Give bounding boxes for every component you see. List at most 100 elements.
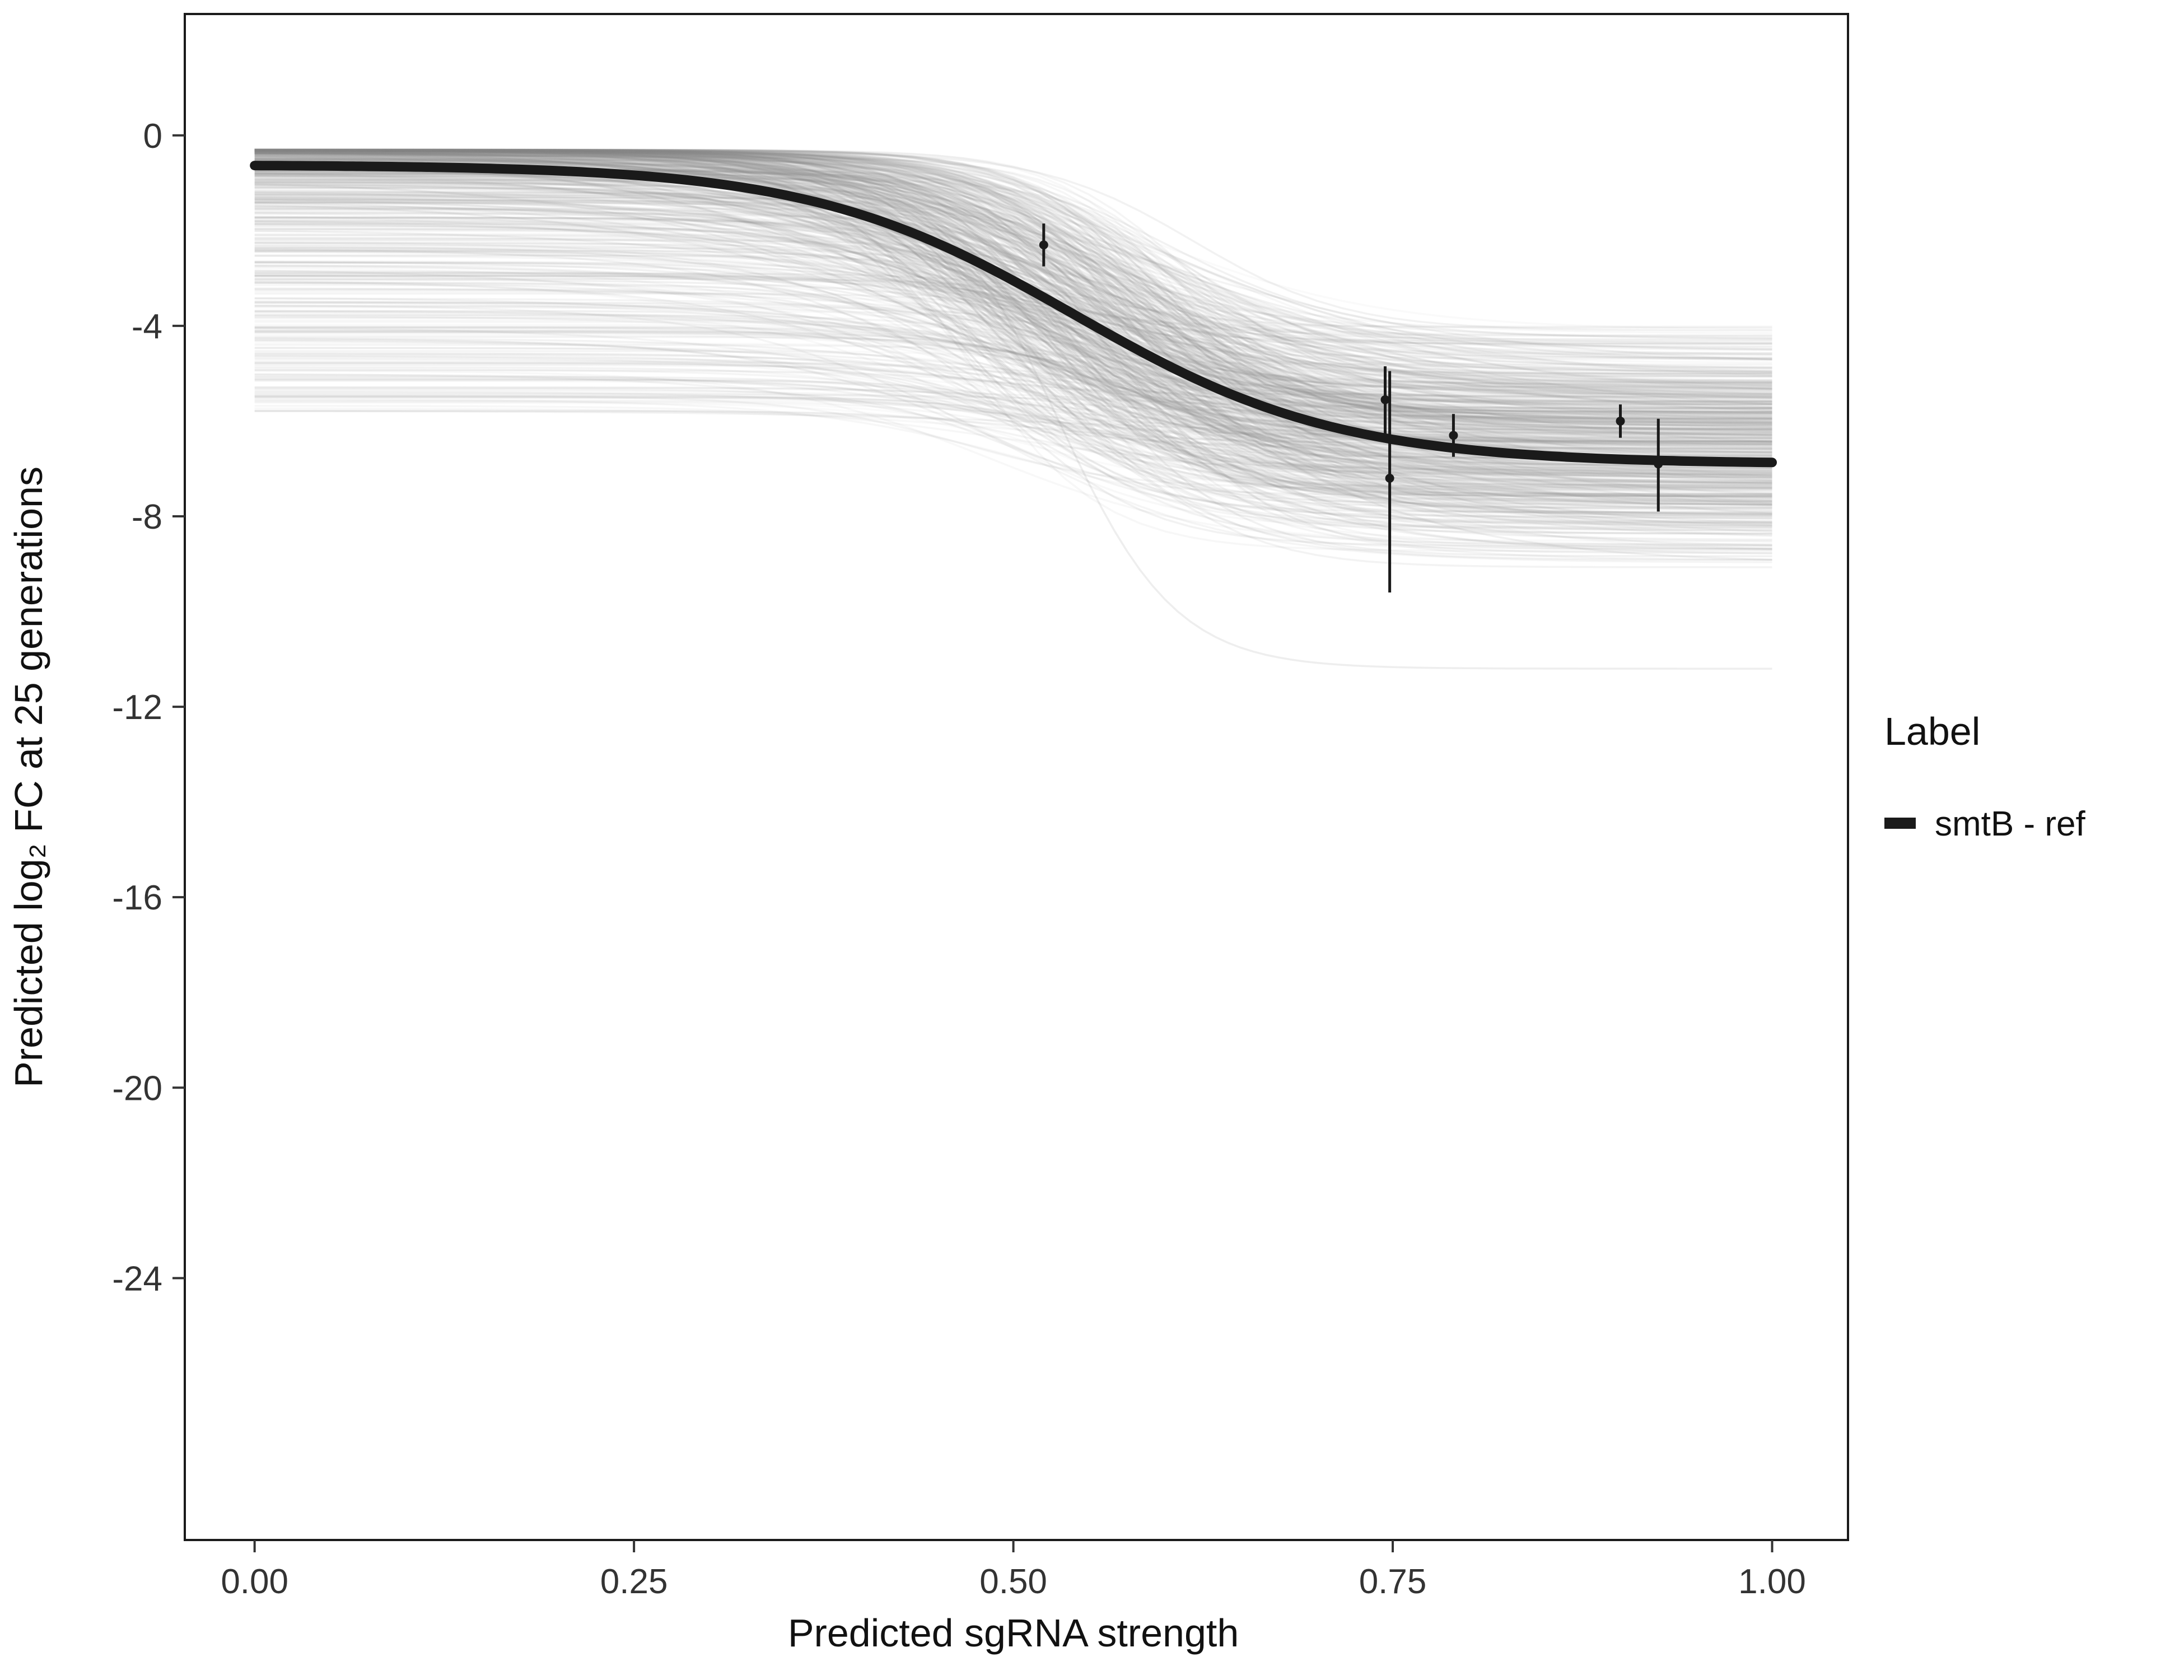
ensemble-curve (254, 409, 1772, 444)
ensemble-curve (254, 150, 1772, 555)
ensemble-curve (254, 198, 1772, 482)
ensemble-curve (254, 183, 1772, 492)
ensemble-curve (254, 379, 1772, 413)
ensemble-curve (254, 152, 1772, 396)
ensemble-curve (254, 176, 1772, 480)
ensemble-curve (254, 248, 1772, 370)
ensemble-curve (254, 314, 1772, 434)
ensemble-curve (254, 236, 1772, 448)
ensemble-curve (254, 327, 1772, 475)
ensemble-curve (254, 163, 1772, 426)
ensemble-curve (254, 197, 1772, 398)
ensemble-curve (254, 215, 1772, 423)
data-point (1380, 395, 1390, 404)
ensemble-curve (254, 172, 1772, 431)
ensemble-curve (254, 149, 1772, 487)
ensemble-curve (254, 148, 1772, 375)
ensemble-curve (254, 150, 1772, 463)
ensemble-curve (254, 191, 1772, 390)
ensemble-curve (254, 149, 1772, 334)
ensemble-curve (254, 237, 1772, 488)
ensemble-curve (254, 200, 1772, 446)
ensemble-curve (254, 151, 1772, 348)
x-tick-label: 0.25 (600, 1562, 668, 1601)
ensemble-curve (254, 150, 1772, 398)
ensemble-curve (254, 184, 1772, 421)
ensemble-curve (254, 148, 1772, 430)
ensemble-curve (254, 220, 1772, 436)
ensemble-curve (254, 183, 1772, 537)
ensemble-curve (254, 148, 1772, 528)
ensemble-curve (254, 184, 1772, 351)
ensemble-curve (254, 175, 1772, 426)
ensemble-curve (254, 302, 1772, 479)
ensemble-curve (254, 396, 1772, 477)
ensemble-curve (254, 155, 1772, 529)
ensemble-curve (254, 149, 1772, 408)
ensemble-curve (254, 255, 1772, 337)
ensemble-curve (254, 373, 1772, 498)
ensemble-curve (254, 292, 1772, 432)
ensemble-curve (254, 149, 1772, 506)
ensemble-curve (254, 173, 1772, 437)
ensemble-curve (254, 225, 1772, 442)
x-tick-label: 1.00 (1738, 1562, 1806, 1601)
ensemble-curve (254, 151, 1772, 412)
ensemble-curve (254, 148, 1772, 430)
ensemble-curve (254, 152, 1772, 428)
ensemble-curve (254, 158, 1772, 529)
ensemble-curve (254, 150, 1772, 446)
ensemble-curve (254, 208, 1772, 498)
ensemble-curve (254, 377, 1772, 437)
ensemble-curve (254, 386, 1772, 510)
ensemble-curve (254, 148, 1772, 467)
ensemble-curve (254, 189, 1772, 488)
ensemble-curve (254, 310, 1772, 422)
ensemble-curve (254, 150, 1772, 506)
ensemble-curve (254, 149, 1772, 543)
ensemble-curve (254, 244, 1772, 473)
ensemble-curve (254, 167, 1772, 390)
ensemble-curve (254, 148, 1772, 413)
ensemble-curve (254, 305, 1772, 462)
ensemble-curve (254, 148, 1772, 421)
ensemble-curve (254, 376, 1772, 468)
ensemble-curve (254, 349, 1772, 440)
ensemble-curve (254, 153, 1772, 413)
ensemble-curve (254, 390, 1772, 431)
ensemble-curve (254, 177, 1772, 361)
ensemble-curve (254, 284, 1772, 388)
ensemble-curve (254, 200, 1772, 415)
ensemble-curve (254, 288, 1772, 547)
ensemble-curve (254, 395, 1772, 491)
ensemble-curve (254, 153, 1772, 396)
y-tick-label: -8 (132, 498, 162, 536)
ensemble-curve (254, 337, 1772, 485)
ensemble-curve (254, 148, 1772, 422)
ensemble-curve (254, 321, 1772, 424)
ensemble-curve (254, 353, 1772, 515)
ensemble-curve (254, 218, 1772, 364)
ensemble-curve (254, 150, 1772, 342)
ensemble-curve (254, 311, 1772, 502)
ensemble-curves (254, 148, 1772, 670)
ensemble-curve (254, 148, 1772, 386)
ensemble-curve (254, 223, 1772, 549)
ensemble-curve (254, 155, 1772, 389)
ensemble-curve (254, 152, 1772, 421)
ensemble-curve (254, 310, 1772, 491)
ensemble-curve (254, 326, 1772, 542)
axes: 0.00 0.25 0.50 0.75 1.00 0 -4 -8 -12 -16 -20 -24 (112, 117, 1805, 1601)
ensemble-curve (254, 347, 1772, 409)
ensemble-curve (254, 191, 1772, 497)
ensemble-curve (254, 186, 1772, 501)
ensemble-curve (254, 151, 1772, 332)
ensemble-curve (254, 310, 1772, 469)
ensemble-curve (254, 222, 1772, 503)
ensemble-curve (254, 200, 1772, 356)
ensemble-curve (254, 198, 1772, 515)
ensemble-curve (254, 152, 1772, 361)
ensemble-curve (254, 151, 1772, 403)
ensemble-curve (254, 150, 1772, 472)
ensemble-curve (254, 250, 1772, 510)
